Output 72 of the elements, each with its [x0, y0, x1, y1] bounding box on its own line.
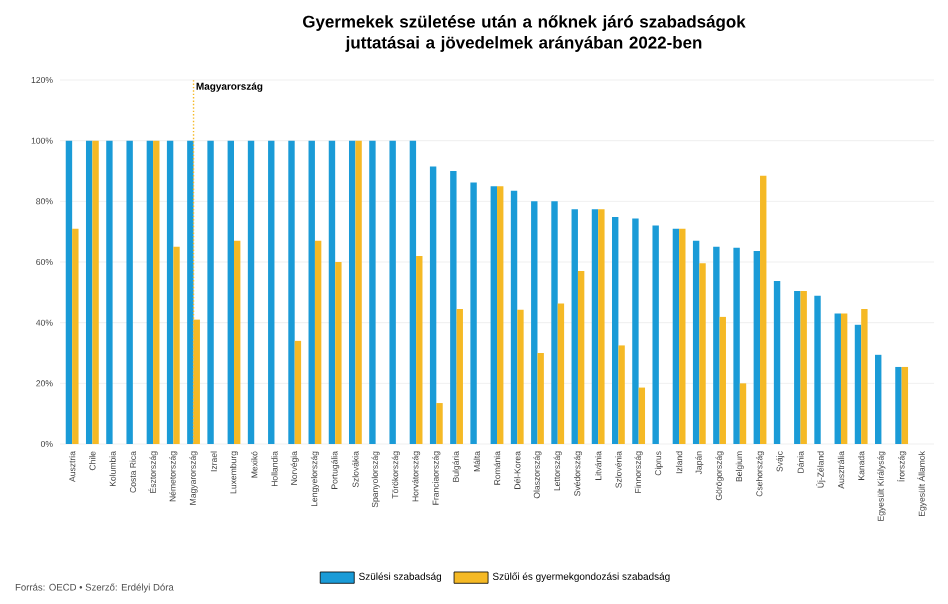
bar: [794, 291, 801, 444]
bar: [571, 209, 578, 444]
bar: [679, 228, 686, 444]
bar: [348, 140, 356, 444]
bar: [85, 140, 93, 444]
bar: [227, 140, 234, 444]
bar: [537, 353, 544, 444]
bar: [65, 140, 73, 444]
bar: [436, 403, 443, 444]
bar: [638, 387, 646, 444]
bar: [814, 295, 821, 444]
bar: [308, 140, 315, 444]
bar: [551, 201, 558, 444]
bar: [753, 251, 761, 444]
bar: [557, 303, 565, 444]
bar: [328, 140, 336, 444]
bar: [861, 309, 868, 444]
bar: [854, 324, 862, 444]
bar: [166, 140, 174, 444]
bar: [429, 166, 437, 444]
bar: [72, 228, 79, 444]
bar: [450, 171, 457, 444]
bar: [126, 140, 133, 444]
bar: [618, 345, 625, 444]
bar: [612, 217, 619, 444]
bar: [234, 240, 241, 444]
bar: [901, 366, 909, 444]
bar: [497, 186, 504, 444]
bar: [713, 246, 720, 444]
bar: [733, 247, 740, 444]
bar: [739, 383, 747, 444]
bar: [591, 209, 599, 444]
bar: [895, 366, 902, 444]
bar: [409, 140, 417, 444]
bar: [598, 209, 605, 444]
bar: [760, 175, 767, 444]
bar: [335, 262, 342, 444]
bar: [800, 291, 807, 444]
bar: [699, 263, 706, 444]
bar: [490, 186, 498, 444]
bar: [173, 246, 180, 444]
bar: [834, 313, 841, 444]
bar: [875, 354, 882, 444]
bar: [773, 281, 781, 444]
bar: [207, 140, 214, 444]
bar: [92, 140, 99, 444]
bar: [719, 316, 726, 444]
bar: [692, 240, 700, 444]
bar: [314, 240, 322, 444]
bar: [517, 309, 524, 444]
bar: [146, 140, 154, 444]
bar: [652, 225, 659, 444]
bar: [294, 340, 302, 444]
bar: [187, 140, 194, 444]
bar: [369, 140, 376, 444]
bar: [470, 182, 477, 444]
chart-title: Gyermekek születése után a nőknek járó szabadságok juttatásai a jövedelmek arányában 2022-ben: [303, 15, 746, 52]
bar: [355, 140, 362, 444]
bar: [153, 140, 160, 444]
bar: [288, 140, 295, 444]
bar: [456, 309, 463, 444]
bar: [510, 190, 518, 444]
bar: [577, 271, 585, 444]
bar: [268, 140, 275, 444]
bar: [106, 140, 113, 444]
bar: [247, 140, 255, 444]
bar: [531, 201, 538, 444]
bar: [416, 255, 423, 444]
bar: [840, 313, 848, 444]
bar: [632, 218, 639, 444]
bar: [672, 228, 680, 444]
bar: [389, 140, 396, 444]
